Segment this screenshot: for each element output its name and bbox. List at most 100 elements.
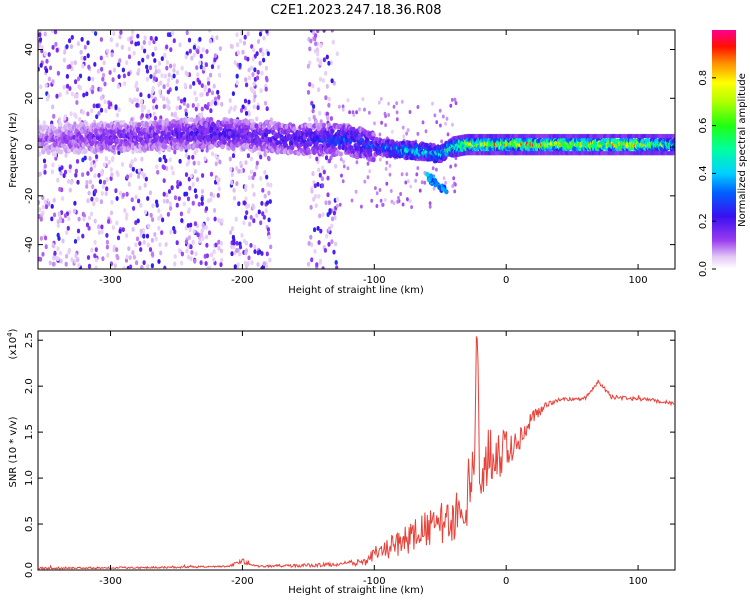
spectrogram-speckle	[306, 63, 310, 69]
spectrogram-speckle	[112, 67, 117, 73]
spectrogram-speckle	[196, 232, 200, 238]
spectrogram-speckle	[325, 233, 329, 239]
spectrogram-speckle	[86, 40, 90, 46]
spectrogram-speckle	[310, 242, 314, 248]
spectrogram-speckle	[137, 198, 141, 204]
spectrogram-speckle	[63, 169, 68, 175]
spectrogram-speckle	[253, 171, 257, 177]
spectrogram-speckle	[125, 233, 129, 238]
spectrogram-speckle	[131, 227, 135, 232]
spectrogram-speckle	[145, 68, 150, 74]
spectrogram-speckle	[142, 233, 146, 239]
spectrogram-speckle	[198, 80, 202, 85]
spectrogram-speckle	[77, 216, 81, 222]
spectrogram-y-tick-label: 40	[24, 43, 35, 56]
spectrogram-speckle	[77, 84, 81, 89]
spectrogram-speckle	[50, 204, 54, 209]
spectrogram-speckle	[93, 62, 97, 67]
spectrogram-speckle	[324, 71, 328, 76]
spectrogram-speckle	[119, 191, 123, 196]
spectrogram-speckle	[267, 234, 271, 240]
spectrogram-speckle	[330, 223, 334, 229]
spectrogram-speckle	[261, 51, 265, 57]
spectrogram-speckle	[73, 200, 77, 206]
spectrogram-speckle	[82, 216, 86, 222]
snr-x-tick-label: -100	[363, 576, 386, 587]
spectrogram-speckle	[250, 65, 254, 71]
spectrogram-cell	[167, 144, 173, 150]
spectrogram-speckle	[185, 162, 189, 167]
spectrogram-speckle	[142, 260, 146, 265]
spectrogram-speckle	[178, 158, 182, 164]
spectrogram-speckle	[194, 194, 198, 199]
spectrogram-speckle	[206, 216, 210, 222]
spectrogram-speckle	[237, 168, 241, 174]
spectrogram-speckle	[387, 113, 390, 117]
spectrogram-speckle	[315, 262, 319, 268]
spectrogram-speckle	[111, 155, 115, 161]
colorbar-tick-label: 0.2	[698, 213, 709, 229]
spectrogram-speckle	[381, 202, 385, 207]
spectrogram-speckle	[384, 114, 387, 119]
spectrogram-speckle	[132, 254, 136, 260]
spectrogram-cell	[289, 149, 294, 155]
spectrogram-speckle	[45, 96, 50, 102]
spectrogram-speckle	[90, 247, 94, 253]
spectrogram-speckle	[200, 83, 204, 88]
spectrogram-speckle	[435, 120, 439, 125]
snr-multiplier: (x104)	[6, 328, 19, 359]
spectrogram-speckle	[123, 81, 127, 86]
spectrogram-speckle	[93, 253, 97, 259]
spectrogram-speckle	[100, 66, 104, 72]
spectrogram-speckle	[70, 257, 74, 262]
spectrogram-speckle	[170, 165, 174, 171]
spectrogram-speckle	[111, 225, 115, 231]
spectrogram-speckle	[97, 230, 101, 235]
spectrogram-speckle	[108, 70, 112, 75]
spectrogram-speckle	[258, 60, 262, 66]
spectrogram-speckle	[326, 115, 330, 121]
spectrogram-speckle	[332, 80, 336, 86]
spectrogram-speckle	[212, 249, 216, 255]
spectrogram-speckle	[355, 160, 359, 165]
spectrogram-speckle	[252, 218, 256, 224]
spectrogram-speckle	[318, 76, 323, 82]
spectrogram-speckle	[140, 265, 144, 269]
spectrogram-speckle	[145, 113, 149, 119]
snr-y-tick-label: 0.0	[24, 562, 35, 578]
spectrogram-speckle	[251, 47, 256, 53]
spectrogram-cell	[266, 124, 272, 130]
spectrogram-speckle	[135, 260, 139, 266]
spectrogram-speckle	[256, 39, 261, 44]
spectrogram-speckle	[246, 261, 250, 267]
spectrogram-speckle	[192, 229, 196, 234]
spectrogram-speckle	[89, 167, 93, 172]
spectrogram-speckle	[150, 251, 154, 257]
spectrogram-speckle	[188, 185, 192, 191]
spectrogram-speckle	[310, 188, 314, 194]
spectrogram-speckle	[259, 154, 263, 160]
spectrogram-speckle	[191, 200, 195, 206]
spectrogram-speckle	[122, 266, 126, 269]
spectrogram-speckle	[251, 72, 255, 77]
spectrogram-speckle	[351, 110, 355, 115]
spectrogram-speckle	[140, 99, 144, 105]
spectrogram-speckle	[253, 249, 257, 255]
spectrogram-speckle	[199, 64, 203, 70]
spectrogram-speckle	[317, 167, 321, 173]
spectrogram-speckle	[368, 169, 372, 174]
spectrogram-speckle	[81, 109, 85, 115]
spectrogram-speckle	[114, 188, 118, 194]
spectrogram-speckle	[127, 71, 131, 77]
spectrogram-speckle	[415, 172, 419, 177]
spectrogram-speckle	[184, 225, 188, 231]
spectrogram-speckle	[199, 260, 203, 265]
spectrogram-speckle	[388, 163, 392, 168]
spectrogram-speckle	[162, 154, 166, 160]
spectrogram-speckle	[50, 30, 54, 34]
spectrogram-speckle	[160, 73, 164, 78]
spectrogram-speckle	[60, 210, 64, 216]
spectrogram-speckle	[182, 201, 186, 207]
spectrogram-speckle	[56, 177, 60, 183]
spectrogram-speckle	[201, 173, 205, 178]
